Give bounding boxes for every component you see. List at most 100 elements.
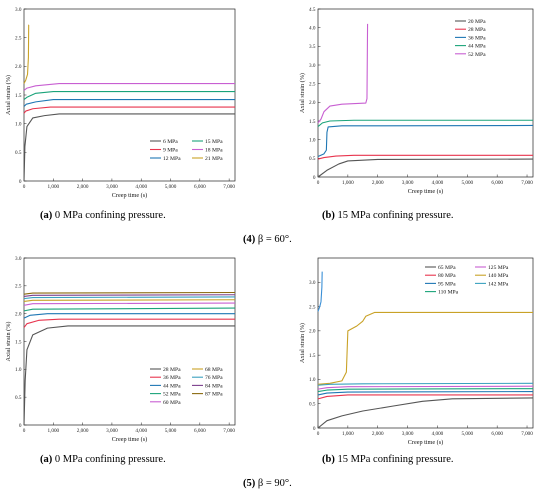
y-tick-label: 4.5 — [309, 7, 316, 13]
caption-4a-label: (a) — [40, 210, 53, 221]
series-line — [317, 158, 534, 178]
y-tick-label: 1.0 — [15, 367, 22, 373]
series-line — [23, 296, 236, 300]
legend-entry: 80 MPa — [438, 273, 456, 279]
x-tick-label: 4,000 — [135, 428, 147, 434]
caption-row-4: (4) β = 60°. — [243, 234, 292, 245]
x-tick-label: 5,000 — [165, 184, 177, 190]
y-tick-label: 1.0 — [15, 121, 22, 127]
y-tick-label: 4.0 — [309, 25, 316, 31]
legend-entry: 52 MPa — [163, 392, 181, 398]
x-tick-label: 1,000 — [47, 184, 59, 190]
x-axis-label: Creep time (s) — [112, 192, 147, 199]
y-tick-label: 1.5 — [15, 339, 22, 345]
caption-4b: (b) 15 MPa confining pressure. — [322, 210, 454, 221]
series-line — [317, 397, 534, 429]
y-axis-label: Axial strain (%) — [299, 73, 306, 113]
x-tick-label: 7,000 — [521, 431, 533, 437]
x-tick-label: 7,000 — [223, 184, 235, 190]
legend-entry: 142 MPa — [488, 281, 509, 287]
legend-entry: 18 MPa — [205, 148, 223, 154]
caption-5a: (a) 0 MPa confining pressure. — [40, 454, 166, 465]
series-line — [23, 302, 236, 306]
x-tick-label: 2,000 — [77, 184, 89, 190]
y-tick-label: 0 — [19, 179, 22, 185]
x-tick-label: 6,000 — [491, 431, 503, 437]
x-tick-label: 2,000 — [372, 431, 384, 437]
plot-frame — [317, 257, 534, 429]
caption-4a: (a) 0 MPa confining pressure. — [40, 210, 166, 221]
y-tick-label: 0.5 — [309, 156, 316, 162]
x-tick-label: 4,000 — [432, 180, 444, 186]
y-tick-label: 2.0 — [309, 329, 316, 335]
y-tick-label: 2.0 — [15, 311, 22, 317]
legend-entry: 65 MPa — [438, 265, 456, 271]
plot-frame — [23, 8, 236, 182]
series-line — [317, 382, 534, 386]
legend-entry: 44 MPa — [163, 383, 181, 389]
series-line — [317, 23, 369, 124]
chart-4b: 0 1,000 2,000 3,000 4,000 5,000 6,000 7,000 0 0.5… — [299, 7, 534, 195]
chart-5b: 0 1,000 2,000 3,000 4,000 5,000 6,000 7,000 0 0.5… — [299, 257, 534, 446]
y-tick-label: 2.5 — [15, 35, 22, 41]
legend-entry: 125 MPa — [488, 265, 509, 271]
caption-row-5-num: (5) — [243, 478, 256, 489]
legend-entry: 110 MPa — [438, 290, 459, 296]
chart-5a: 0 1,000 2,000 3,000 4,000 5,000 6,000 7,000 0 0.5… — [5, 256, 235, 443]
series-line — [317, 385, 534, 390]
series-line — [23, 313, 235, 319]
y-tick-label: 0.5 — [15, 395, 22, 401]
legend-entry: 20 MPa — [468, 19, 486, 25]
x-axis-label: Creep time (s) — [408, 439, 443, 446]
y-tick-label: 1.0 — [309, 137, 316, 143]
y-tick-label: 2.0 — [15, 64, 22, 70]
y-tick-label: 0 — [313, 175, 316, 181]
x-tick-label: 1,000 — [342, 180, 354, 186]
x-tick-label: 6,000 — [491, 180, 503, 186]
x-tick-label: 4,000 — [432, 431, 444, 437]
y-tick-label: 0 — [19, 423, 22, 429]
series-line — [23, 294, 236, 297]
x-tick-label: 2,000 — [372, 180, 384, 186]
y-tick-label: 1.5 — [15, 93, 22, 99]
caption-row-4-num: (4) — [243, 234, 256, 245]
caption-row-4-text: β = 60°. — [255, 234, 291, 245]
legend-entry: 52 MPa — [468, 52, 486, 58]
caption-5b-label: (b) — [322, 454, 335, 465]
x-tick-label: 4,000 — [135, 184, 147, 190]
x-tick-label: 0 — [23, 184, 26, 190]
x-tick-label: 5,000 — [461, 431, 473, 437]
plot-frame — [23, 257, 236, 426]
y-tick-label: 1.5 — [309, 353, 316, 359]
y-axis-label: Axial strain (%) — [5, 75, 12, 115]
series-line — [23, 106, 235, 114]
caption-5b: (b) 15 MPa confining pressure. — [322, 454, 454, 465]
y-tick-label: 2.5 — [309, 304, 316, 310]
x-tick-label: 2,000 — [77, 428, 89, 434]
y-axis-label: Axial strain (%) — [299, 323, 306, 363]
x-tick-label: 3,000 — [106, 428, 118, 434]
chart-4a: 0 1,000 2,000 3,000 4,000 5,000 6,000 7,000 0 0.5… — [5, 7, 235, 199]
legend-entry: 68 MPa — [205, 367, 223, 373]
x-tick-label: 6,000 — [194, 184, 206, 190]
series-line — [23, 91, 235, 101]
legend-entry: 9 MPa — [163, 148, 178, 154]
x-tick-label: 7,000 — [223, 428, 235, 434]
series-line — [23, 307, 236, 312]
y-tick-label: 3.0 — [15, 7, 22, 13]
series-line — [23, 99, 235, 107]
x-tick-label: 3,000 — [106, 184, 118, 190]
series-line — [317, 394, 533, 400]
legend-entry: 76 MPa — [205, 375, 223, 381]
series-line — [23, 82, 235, 91]
series-line — [23, 318, 235, 328]
series-line — [23, 299, 236, 302]
legend-entry: 36 MPa — [163, 375, 181, 381]
caption-4b-label: (b) — [322, 210, 335, 221]
legend-entry: 95 MPa — [438, 281, 456, 287]
caption-5a-label: (a) — [40, 454, 53, 465]
y-tick-label: 0 — [313, 426, 316, 432]
legend-entry: 6 MPa — [163, 139, 178, 145]
caption-4a-text: 0 MPa confining pressure. — [52, 210, 165, 221]
legend-entry: 36 MPa — [468, 35, 486, 41]
